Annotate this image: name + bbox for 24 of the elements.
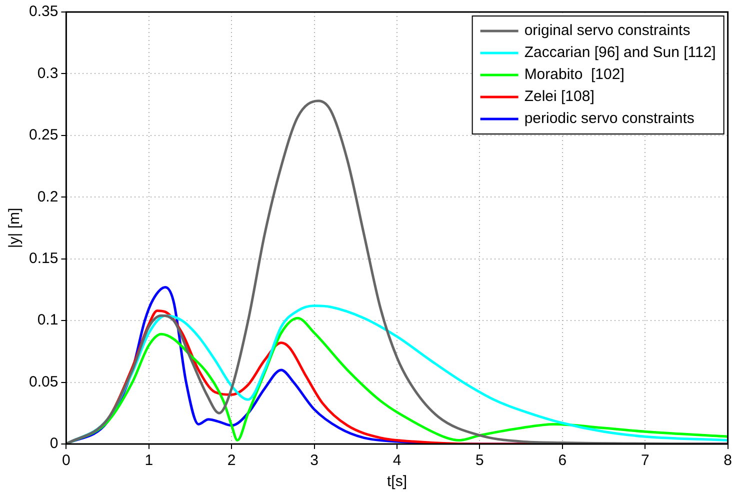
- y-tick-label: 0.3: [37, 64, 58, 82]
- x-tick-label: 8: [724, 452, 732, 470]
- x-tick-label: 5: [476, 452, 484, 470]
- y-tick-label: 0.35: [28, 3, 58, 20]
- x-tick-label: 0: [62, 452, 70, 470]
- x-axis-title: t[s]: [387, 473, 408, 490]
- y-tick-label: 0.1: [37, 312, 58, 329]
- x-tick-label: 2: [227, 452, 236, 470]
- legend-label: Zelei [108]: [524, 88, 594, 106]
- x-tick-label: 1: [144, 452, 154, 470]
- y-tick-label: 0.25: [28, 126, 58, 144]
- y-axis-title: |y| [m]: [6, 208, 24, 248]
- x-tick-label: 7: [640, 452, 650, 470]
- x-tick-label: 4: [392, 452, 402, 470]
- y-tick-label: 0.2: [37, 188, 58, 206]
- legend-label: Zaccarian [96] and Sun [112]: [524, 44, 716, 62]
- x-tick-label: 3: [310, 452, 318, 470]
- x-tick-label: 6: [558, 452, 567, 470]
- legend-label: periodic servo constraints: [524, 110, 694, 128]
- y-tick-label: 0.15: [28, 250, 58, 267]
- legend-label: Morabito [102]: [524, 66, 624, 84]
- legend-label: original servo constraints: [524, 22, 690, 40]
- y-tick-label: 0.05: [28, 373, 58, 390]
- y-tick-label: 0: [50, 435, 58, 452]
